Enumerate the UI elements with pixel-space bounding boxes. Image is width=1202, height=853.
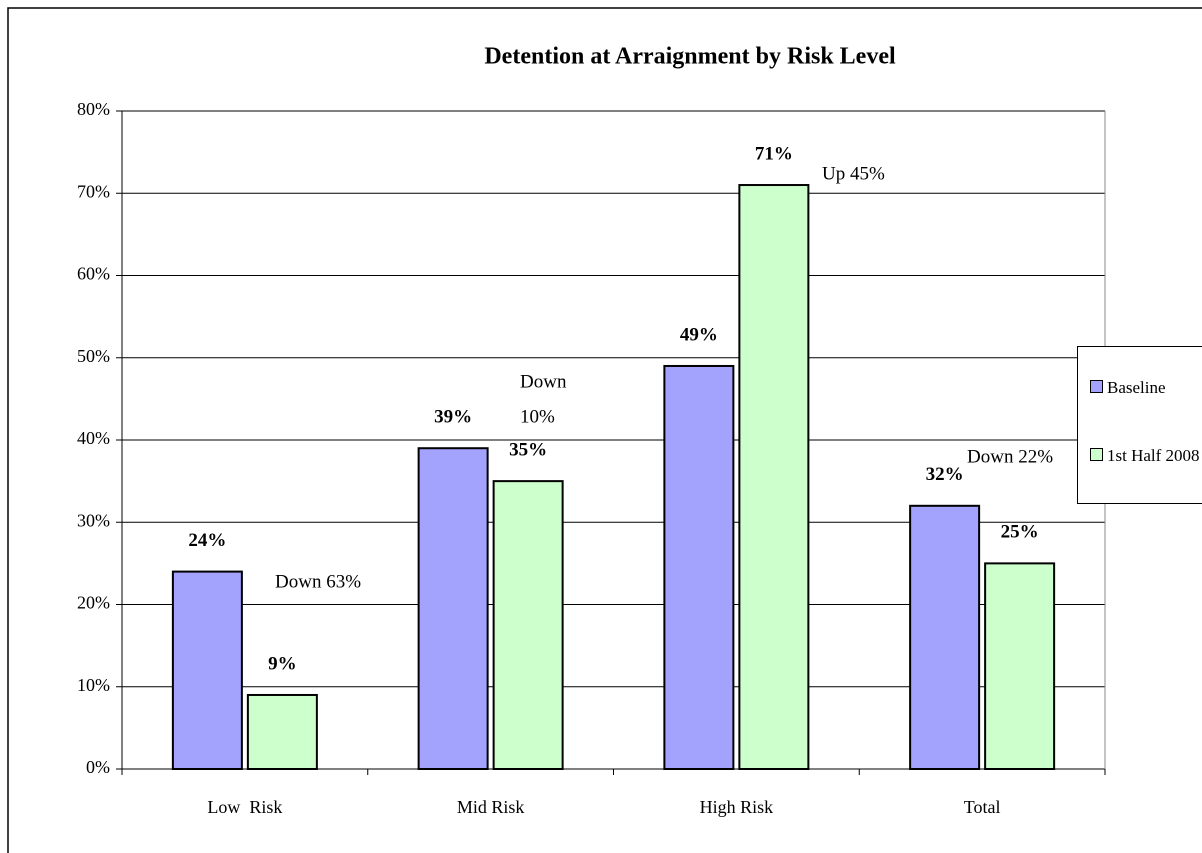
y-tick-label: 0% — [86, 757, 110, 777]
legend-label: 1st Half 2008 — [1107, 446, 1200, 465]
bar — [417, 447, 489, 770]
x-tick-label: Mid Risk — [457, 797, 525, 817]
legend-swatch — [1090, 380, 1103, 393]
y-tick-label: 20% — [77, 593, 110, 613]
y-tick-label: 40% — [77, 428, 110, 448]
bar — [663, 364, 735, 770]
data-label: 24% — [188, 530, 226, 551]
x-tick-label: Low Risk — [207, 797, 282, 817]
x-tick-label: Total — [964, 797, 1001, 817]
data-label: 32% — [926, 464, 964, 485]
y-tick-label: 50% — [77, 346, 110, 366]
annotation: Down — [520, 371, 567, 392]
annotation: Down 22% — [967, 446, 1053, 467]
legend-label: Baseline — [1107, 378, 1166, 397]
legend-swatch — [1090, 448, 1103, 461]
data-label: 25% — [1001, 522, 1039, 543]
y-tick-label: 10% — [77, 675, 110, 695]
data-label: 71% — [755, 143, 793, 164]
annotation: Down 63% — [275, 571, 361, 592]
y-tick-label: 60% — [77, 264, 110, 284]
bar — [492, 480, 564, 770]
legend: Baseline 1st Half 2008 — [1077, 346, 1202, 504]
chart-title: Detention at Arraignment by Risk Level — [484, 44, 896, 70]
legend-entry: Baseline — [1090, 375, 1202, 400]
y-tick-label: 30% — [77, 510, 110, 530]
data-label: 49% — [680, 324, 718, 345]
data-label: 9% — [268, 653, 297, 674]
bar — [246, 693, 318, 770]
bar — [909, 504, 981, 770]
bar — [171, 570, 243, 770]
legend-entry: 1st Half 2008 — [1090, 443, 1202, 468]
y-tick-label: 70% — [77, 181, 110, 201]
bar — [984, 562, 1056, 770]
annotation: 10% — [520, 406, 555, 427]
bar — [738, 184, 810, 770]
data-label: 35% — [509, 439, 547, 460]
y-tick-label: 80% — [77, 99, 110, 119]
data-label: 39% — [434, 407, 472, 428]
annotation: Up 45% — [822, 163, 885, 184]
x-tick-label: High Risk — [700, 797, 774, 817]
